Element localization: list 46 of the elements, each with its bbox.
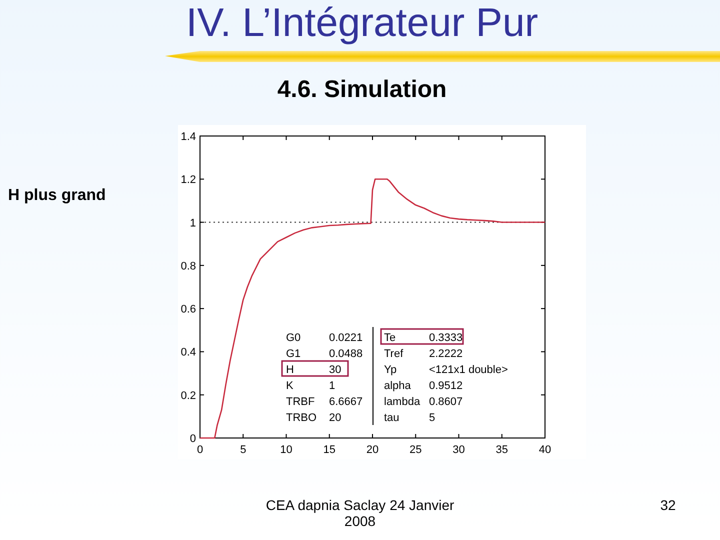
annotation: tau xyxy=(384,412,400,424)
x-tick-label: 15 xyxy=(323,444,336,456)
x-tick-label: 25 xyxy=(410,444,422,456)
annotation: Yp xyxy=(384,364,397,376)
text: CEA dapnia Saclay 24 Janvier 2008 xyxy=(266,497,455,529)
chart-subtitle: 4.6. Simulation xyxy=(277,76,447,103)
y-tick-label: 1 xyxy=(190,217,196,230)
annotation: <121x1 double> xyxy=(429,364,508,376)
annotation: 5 xyxy=(429,412,436,424)
x-tick-label: 10 xyxy=(280,444,292,456)
x-tick-label: 40 xyxy=(538,444,552,456)
y-tick-label: 0.4 xyxy=(180,346,196,359)
x-tick-label: 35 xyxy=(496,444,508,456)
annotation: 30 xyxy=(329,364,342,376)
annotation: H xyxy=(286,364,294,376)
annotation: 6.6667 xyxy=(329,396,363,408)
annotation: 2.2222 xyxy=(429,348,463,360)
annotation: 0.8607 xyxy=(429,396,463,408)
y-tick-label: 0.6 xyxy=(180,304,196,316)
annotation: TRBO xyxy=(286,412,317,424)
x-tick-label: 5 xyxy=(240,444,246,456)
annotation: G0 xyxy=(286,332,301,344)
x-tick-label: 30 xyxy=(452,444,465,456)
y-tick-label: 1.4 xyxy=(180,131,196,143)
y-tick-label: 0.8 xyxy=(180,260,196,272)
annotation: 0.9512 xyxy=(429,380,463,392)
annotation: 20 xyxy=(329,412,342,424)
annotation: K xyxy=(286,380,294,392)
annotation: Tref xyxy=(384,348,404,360)
annotation: 0.0221 xyxy=(329,332,363,344)
text: 32 xyxy=(660,497,676,513)
annotation: TRBF xyxy=(286,396,315,408)
annotation: 0.3333 xyxy=(429,332,463,344)
annotation: G1 xyxy=(286,348,301,360)
y-tick-label: 0 xyxy=(190,433,196,445)
annotation: 0.0488 xyxy=(329,348,363,360)
line-series xyxy=(199,178,546,439)
annotation: Te xyxy=(384,332,396,344)
annotation: alpha xyxy=(384,380,412,392)
x-tick-label: 20 xyxy=(366,444,379,456)
annotation: lambda xyxy=(384,396,421,408)
text: H plus grand xyxy=(8,187,106,204)
annotation: 1 xyxy=(329,380,336,392)
chart-title: IV. L’Intégrateur Pur xyxy=(186,1,538,45)
y-tick-label: 0.2 xyxy=(180,390,196,402)
y-tick-label: 1.2 xyxy=(180,174,196,186)
